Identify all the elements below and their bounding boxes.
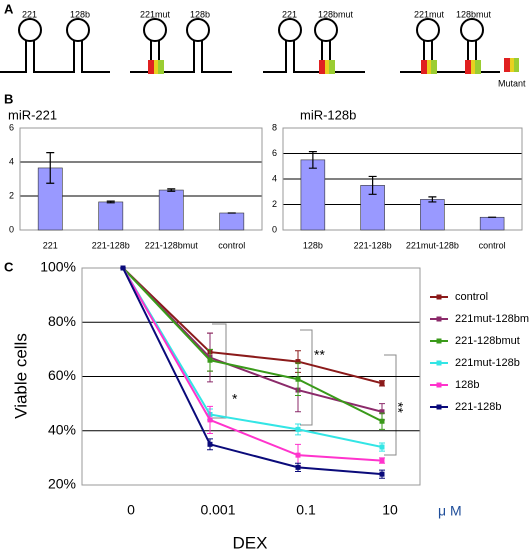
- error-bar: [428, 196, 437, 203]
- y-tick-label: 80%: [48, 313, 76, 329]
- marker: [379, 471, 385, 477]
- x-tick-label: 221: [43, 240, 58, 250]
- legend-label: 128b: [455, 379, 479, 391]
- x-tick-label: 221-128bmut: [145, 240, 199, 250]
- x-tick-label: 10: [382, 502, 398, 518]
- y-tick-label: 6: [272, 148, 277, 158]
- construct-label: 128bmut: [318, 9, 354, 19]
- panel-label: B: [4, 91, 13, 106]
- series-line: [122, 267, 383, 476]
- legend-label: 221-128b: [455, 401, 502, 413]
- construct-label: 221: [22, 9, 37, 19]
- x-tick-label: 221mut-128b: [406, 240, 459, 250]
- error-bar: [167, 188, 176, 192]
- annotation: **: [390, 402, 406, 413]
- y-tick-label: 4: [9, 156, 14, 166]
- x-tick-label: 221-128b: [92, 240, 130, 250]
- marker: [207, 417, 213, 423]
- marker: [295, 426, 301, 432]
- marker: [379, 380, 385, 386]
- marker: [295, 376, 301, 382]
- marker: [295, 359, 301, 365]
- construct-label: 128b: [190, 9, 210, 19]
- bar: [300, 159, 326, 231]
- plot-frame: [282, 127, 523, 231]
- y-axis-label: Viable cells: [11, 333, 30, 419]
- plot-frame: [81, 267, 421, 486]
- x-tick-label: 0.001: [200, 502, 235, 518]
- bar: [420, 199, 445, 231]
- x-tick-label: control: [218, 240, 245, 250]
- marker: [379, 409, 385, 415]
- bar: [158, 189, 184, 231]
- y-tick-label: 0: [9, 224, 14, 234]
- x-tick-label: 221-128b: [354, 240, 392, 250]
- marker: [120, 265, 126, 271]
- error-bar: [46, 152, 55, 184]
- y-tick-label: 60%: [48, 367, 76, 383]
- marker: [379, 444, 385, 450]
- mutation-boxes: [148, 58, 519, 74]
- x-unit: μ M: [438, 503, 462, 519]
- series-line: [122, 267, 383, 413]
- x-tick-label: control: [479, 240, 506, 250]
- error-bar: [368, 175, 377, 195]
- y-tick-label: 2: [9, 190, 14, 200]
- legend-label: 221mut-128b: [455, 357, 520, 369]
- legend-marker: [436, 294, 442, 300]
- marker: [295, 452, 301, 458]
- x-axis-label: DEX: [233, 533, 268, 552]
- x-tick-label: 0: [127, 502, 135, 518]
- significance-brackets: [212, 323, 397, 456]
- y-tick-label: 8: [272, 122, 277, 132]
- legend-label: 221mut-128bmut: [455, 313, 529, 325]
- marker: [207, 441, 213, 447]
- bar: [98, 201, 124, 231]
- series-line: [122, 267, 383, 385]
- error-bar: [106, 200, 115, 204]
- marker: [379, 458, 385, 464]
- legend-label: 221-128bmut: [455, 335, 520, 347]
- construct-label: 221mut: [140, 9, 171, 19]
- error-bar: [308, 150, 317, 169]
- legend-label: Mutant: [498, 78, 526, 88]
- bar: [37, 167, 63, 231]
- annotation: **: [314, 347, 325, 363]
- chart-title: miR-221: [8, 107, 57, 122]
- legend-marker: [436, 360, 442, 366]
- marker: [379, 418, 385, 424]
- marker: [207, 357, 213, 363]
- y-tick-label: 40%: [48, 421, 76, 437]
- y-tick-label: 6: [9, 122, 14, 132]
- marker: [295, 464, 301, 470]
- bar: [219, 212, 245, 231]
- bar: [479, 216, 505, 231]
- series-line: [122, 267, 383, 423]
- legend-marker: [436, 382, 442, 388]
- y-tick-label: 2: [272, 199, 277, 209]
- y-tick-label: 100%: [40, 259, 76, 275]
- panel-label: A: [4, 1, 14, 16]
- x-tick-label: 128b: [303, 240, 323, 250]
- panel-label: C: [4, 259, 14, 274]
- construct-label: 128b: [70, 9, 90, 19]
- series-line: [122, 267, 383, 462]
- plot-frame: [19, 127, 263, 231]
- legend-label: control: [455, 291, 488, 303]
- y-tick-label: 0: [272, 224, 277, 234]
- legend-marker: [436, 316, 442, 322]
- annotation: *: [232, 391, 238, 407]
- series-line: [122, 267, 383, 449]
- y-tick-label: 4: [272, 173, 277, 183]
- y-tick-label: 20%: [48, 476, 76, 492]
- legend-marker: [436, 338, 442, 344]
- chart-title: miR-128b: [300, 107, 356, 122]
- construct-label: 221mut: [414, 9, 445, 19]
- x-tick-label: 0.1: [296, 502, 316, 518]
- construct-label: 221: [282, 9, 297, 19]
- legend-marker: [436, 404, 442, 410]
- construct-label: 128bmut: [456, 9, 492, 19]
